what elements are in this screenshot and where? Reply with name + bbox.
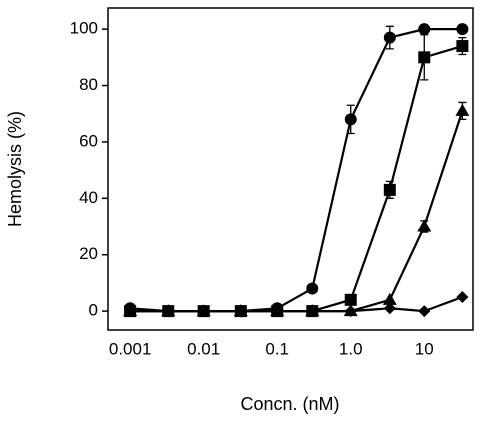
y-tick-label: 100 [70,19,98,38]
marker [344,293,357,306]
x-axis-label: Concn. (nM) [240,394,339,414]
marker [382,292,397,305]
marker [383,302,396,315]
x-tick-label: 0.1 [265,339,289,358]
series-line [130,45,463,313]
y-tick-label: 20 [79,244,98,263]
marker [344,113,357,126]
series-line [130,28,463,313]
x-tick-label: 0.001 [109,339,152,358]
series-line [130,295,463,313]
marker [197,305,210,318]
marker [344,305,357,318]
marker [456,40,469,53]
marker [383,183,396,196]
marker [383,31,396,44]
x-tick-label: 10 [415,339,434,358]
marker [306,282,319,295]
marker [417,219,432,232]
plot-frame [107,7,474,331]
marker [456,23,469,36]
marker [306,305,319,318]
marker [162,305,175,318]
marker [455,103,470,116]
x-tick-label: 1.0 [339,339,363,358]
y-tick-label: 0 [89,301,98,320]
y-tick-label: 40 [79,188,98,207]
series-line [130,110,464,313]
marker [418,305,431,318]
marker [271,305,284,318]
x-tick-label: 0.01 [187,339,220,358]
marker [234,305,247,318]
marker [418,23,431,36]
y-tick-label: 60 [79,131,98,150]
y-tick-label: 80 [79,75,98,94]
marker [418,51,431,64]
marker [124,305,137,318]
marker [456,291,469,304]
y-axis-label: Hemolysis (%) [5,111,25,227]
